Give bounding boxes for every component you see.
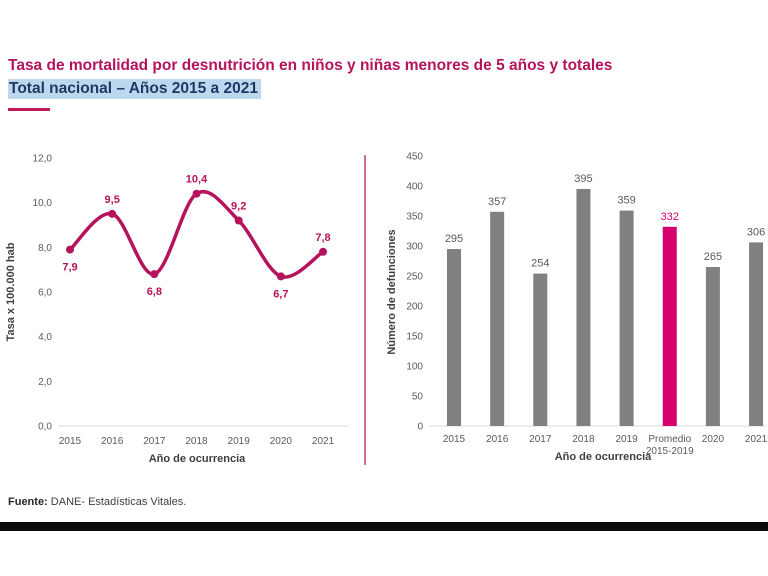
y-tick-label: 150	[406, 332, 423, 343]
y-tick-label: 50	[412, 392, 424, 403]
x-tick-label: 2017	[529, 434, 552, 445]
line-chart: 0,0 2,0 4,0 6,0 8,0 10,0 12,0 Tasa x 100.000 ha…	[5, 154, 348, 465]
y-tick-label: 450	[406, 152, 423, 163]
y-tick-label: 2,0	[38, 377, 52, 388]
title-block: Tasa de mortalidad por desnutrición en n…	[8, 56, 613, 112]
y-axis-title: Tasa x 100.000 hab	[5, 242, 17, 341]
x-tick-label: 2015-2019	[646, 446, 694, 457]
data-point-label: 10,4	[186, 174, 208, 186]
y-tick-label: 10,0	[33, 198, 53, 209]
y-axis-title: Número de defunciones	[386, 229, 398, 354]
x-tick-label: 2019	[615, 434, 638, 445]
data-point-label: 9,5	[105, 194, 120, 206]
x-tick-label: 2016	[486, 434, 509, 445]
bar	[619, 210, 634, 426]
y-tick-label: 200	[406, 302, 423, 313]
bar-chart: 0 50 100 150 200 250 300 350 400 450 Número de def…	[386, 152, 768, 464]
vertical-divider	[364, 155, 366, 465]
data-point-label: 6,7	[273, 288, 288, 300]
source-label: Fuente:	[8, 496, 48, 508]
x-tick-label: 2019	[228, 436, 251, 447]
slide-title: Tasa de mortalidad por desnutrición en n…	[8, 57, 613, 74]
data-point	[66, 245, 74, 254]
data-point-label: 7,9	[62, 262, 77, 274]
y-tick-label: 4,0	[38, 332, 52, 343]
slide-subtitle-wrap: Total nacional – Años 2015 a 2021	[8, 78, 612, 100]
data-point-label: 9,2	[231, 201, 246, 213]
y-tick-label: 100	[406, 362, 423, 373]
x-tick-label: 2021	[312, 436, 335, 447]
y-tick-label: 8,0	[38, 243, 52, 254]
y-tick-label: 400	[406, 182, 423, 193]
bar-value-label: 306	[747, 226, 765, 238]
bar	[576, 189, 591, 426]
x-tick-label: 2015	[59, 436, 82, 447]
y-tick-label: 6,0	[38, 288, 52, 299]
data-point	[192, 189, 201, 198]
slide-bottom-bar	[0, 522, 768, 531]
bar-value-label: 254	[531, 258, 549, 270]
bar	[490, 211, 505, 426]
y-tick-label: 12,0	[33, 154, 53, 165]
x-tick-label: 2017	[143, 436, 166, 447]
bar	[705, 267, 720, 426]
x-tick-label: 2020	[270, 436, 293, 447]
data-point	[108, 209, 117, 218]
x-axis-title: Año de ocurrencia	[149, 453, 246, 465]
bar-value-label: 395	[574, 173, 592, 185]
x-tick-label: 2021	[745, 434, 768, 445]
x-tick-label: 2018	[572, 434, 595, 445]
y-tick-label: 0,0	[38, 422, 52, 433]
bar-value-label: 265	[704, 251, 722, 263]
slide-subtitle-highlighted: Total nacional – Años 2015 a 2021	[8, 78, 261, 99]
data-point-label: 7,8	[315, 232, 330, 244]
bar-value-label: 357	[488, 196, 506, 208]
bar-value-label: 332	[661, 211, 679, 223]
x-tick-label: 2016	[101, 436, 124, 447]
data-point-label: 6,8	[147, 286, 162, 298]
bar-highlighted	[662, 226, 677, 426]
bar-value-label: 295	[445, 233, 463, 245]
bar	[533, 273, 548, 426]
data-point	[150, 270, 159, 279]
y-tick-label: 250	[406, 272, 423, 283]
bar	[447, 249, 461, 426]
data-point	[276, 272, 285, 281]
x-tick-label: 2020	[702, 434, 725, 445]
title-accent-dash	[8, 107, 50, 112]
x-axis-title: Año de ocurrencia	[555, 451, 652, 463]
x-tick-label: 2015	[443, 434, 466, 445]
x-tick-label: 2018	[185, 436, 208, 447]
source-note: Fuente: DANE- Estadísticas Vitales.	[8, 496, 186, 508]
data-point	[234, 216, 243, 225]
bar	[749, 242, 764, 426]
data-point	[319, 247, 328, 256]
source-text: DANE- Estadísticas Vitales.	[47, 496, 187, 508]
x-tick-label: Promedio	[648, 434, 691, 445]
y-tick-label: 0	[417, 422, 423, 433]
bar-value-label: 359	[617, 195, 635, 207]
y-tick-label: 350	[406, 212, 423, 223]
y-tick-label: 300	[406, 242, 423, 253]
